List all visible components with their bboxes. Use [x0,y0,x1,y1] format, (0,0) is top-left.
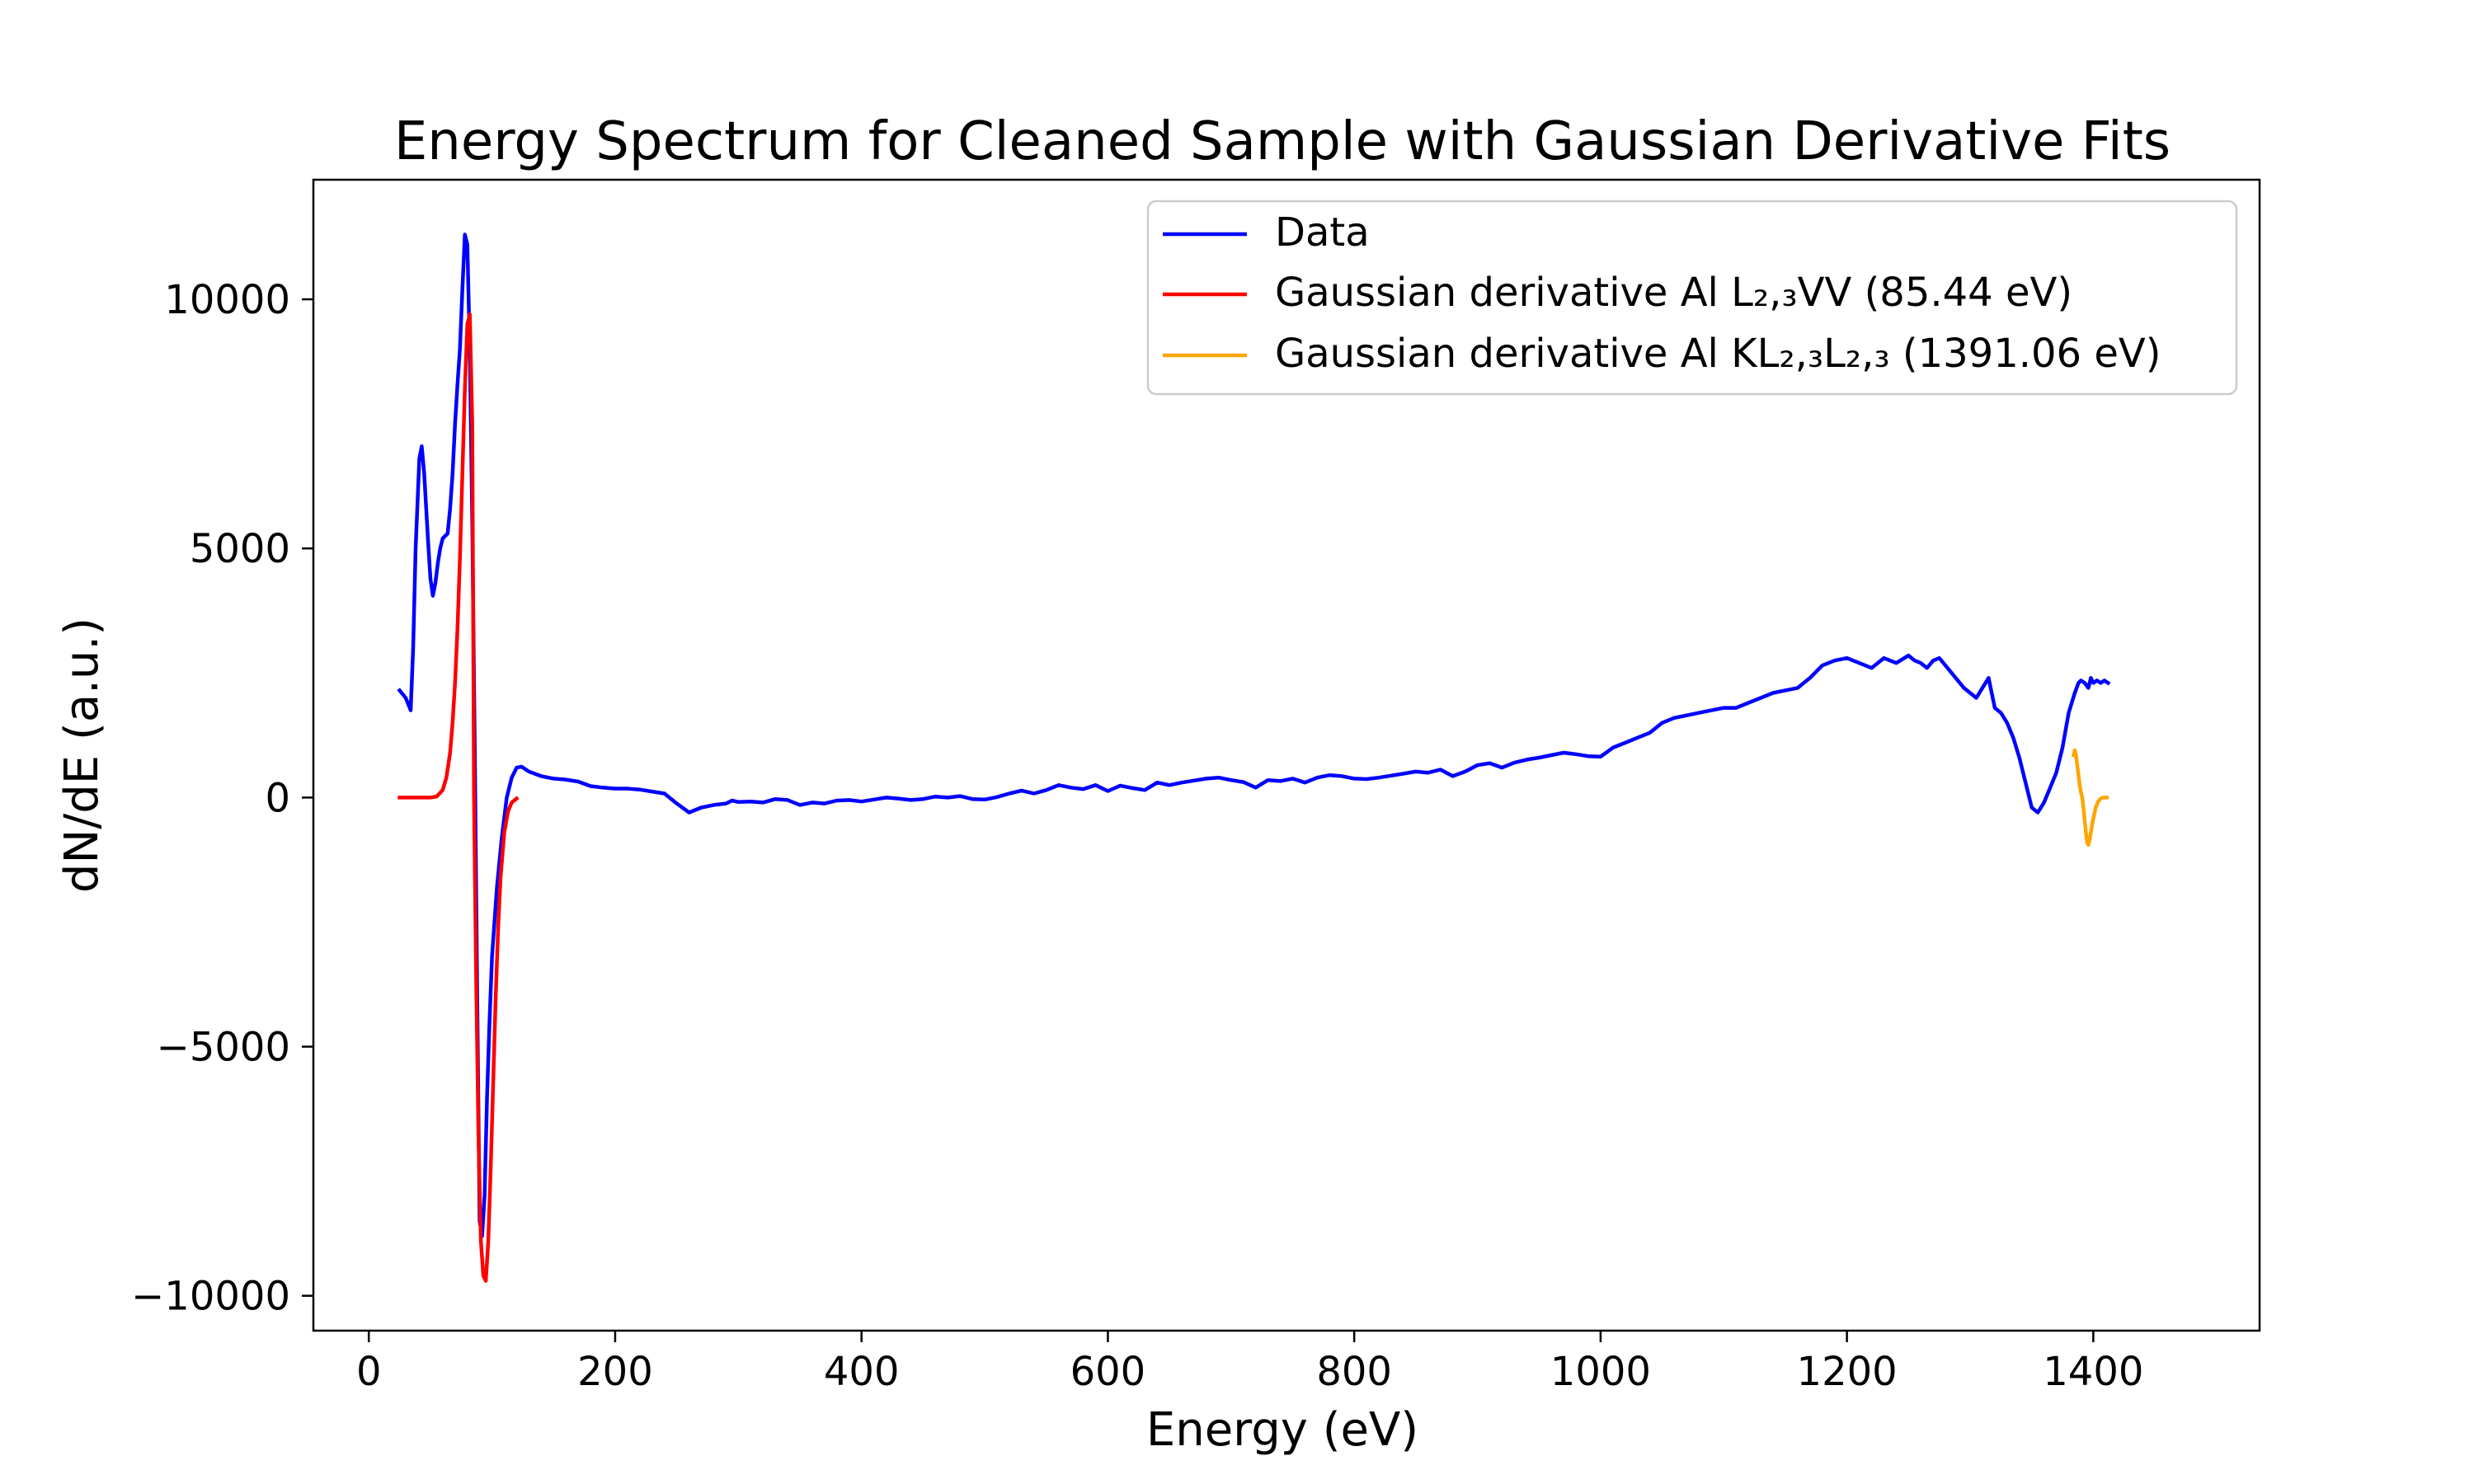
x-tick-label: 800 [1316,1349,1392,1395]
x-tick-label: 400 [824,1349,900,1395]
legend-box [1146,200,2238,396]
x-axis-label: Energy (eV) [1146,1403,1418,1457]
plot-area [397,232,2111,1283]
legend-label-al-kl23l23: Gaussian derivative Al KL₂,₃L₂,₃ (1391.0… [1275,331,2161,377]
y-tick-label: −5000 [157,1025,290,1071]
series-line-data [397,232,2111,1238]
x-tick-label: 600 [1070,1349,1146,1395]
legend-label-data: Data [1275,209,1370,256]
legend: Data Gaussian derivative Al L₂,₃VV (85.4… [1146,200,2238,396]
series-line-fit-2 [2071,748,2109,848]
y-axis-label: dN/dE (a.u.) [55,618,109,893]
y-tick-label: 5000 [190,526,290,572]
plot-frame [312,178,2261,1332]
x-tick-label: 1000 [1550,1349,1651,1395]
x-axis-ticks: 0 200 400 600 800 1000 1200 1400 [356,1331,2143,1395]
x-tick-label: 1400 [2043,1349,2143,1395]
legend-label-al-l23vv: Gaussian derivative Al L₂,₃VV (85.44 eV) [1275,270,2072,316]
y-axis-ticks: −10000 −5000 0 5000 10000 [131,277,313,1320]
x-tick-label: 1200 [1797,1349,1898,1395]
y-tick-label: 0 [265,775,290,821]
chart-title: Energy Spectrum for Cleaned Sample with … [394,111,2171,172]
x-tick-label: 0 [356,1349,382,1395]
y-tick-label: −10000 [131,1274,290,1320]
y-tick-label: 10000 [164,277,290,323]
x-tick-label: 200 [577,1349,653,1395]
series-line-fit-1 [397,312,520,1283]
